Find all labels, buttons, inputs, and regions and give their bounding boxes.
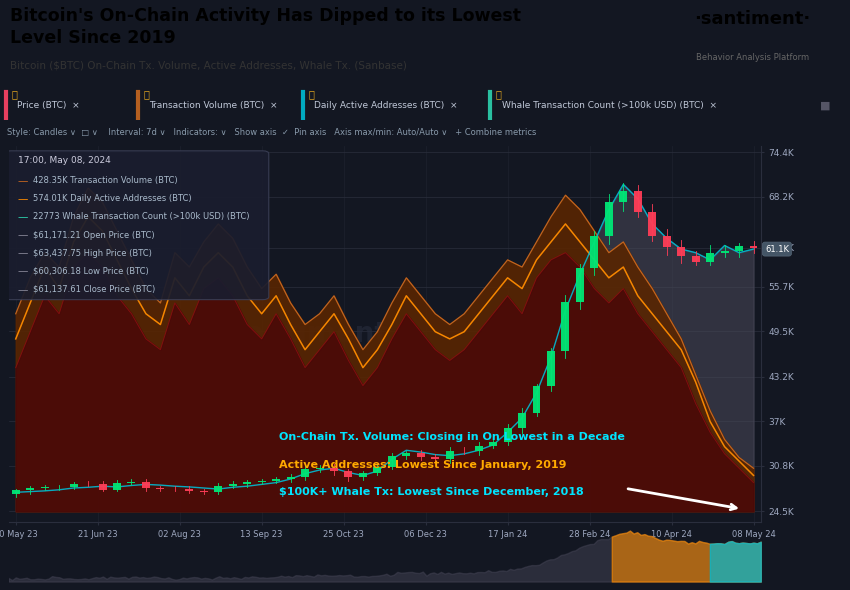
Text: Price (BTC)  ×: Price (BTC) ×	[17, 101, 80, 110]
Bar	[445, 451, 454, 458]
Text: Behavior Analysis Platform: Behavior Analysis Platform	[695, 53, 809, 62]
Bar	[663, 236, 671, 247]
Text: santiment: santiment	[230, 320, 388, 348]
Text: 22773 Whale Transaction Count (>100k USD) (BTC): 22773 Whale Transaction Count (>100k USD…	[32, 212, 249, 221]
Bar	[12, 490, 20, 494]
Bar	[272, 479, 280, 481]
Bar	[243, 481, 251, 484]
Text: ₿: ₿	[309, 90, 314, 100]
Bar	[503, 428, 512, 442]
Text: On-Chain Tx. Volume: Closing in On Lowest in a Decade: On-Chain Tx. Volume: Closing in On Lowes…	[280, 432, 626, 442]
FancyBboxPatch shape	[5, 151, 269, 300]
Bar	[344, 471, 353, 477]
Bar	[533, 386, 541, 412]
Bar	[576, 268, 584, 302]
Text: Bitcoin's On-Chain Activity Has Dipped to its Lowest
Level Since 2019: Bitcoin's On-Chain Activity Has Dipped t…	[10, 7, 521, 47]
Bar	[26, 489, 34, 490]
Text: $61,137.61 Close Price (BTC): $61,137.61 Close Price (BTC)	[32, 284, 155, 294]
Text: ■: ■	[820, 100, 830, 110]
Text: 17:00, May 08, 2024: 17:00, May 08, 2024	[18, 156, 110, 165]
Bar	[142, 482, 150, 488]
Bar	[185, 489, 193, 491]
Text: 428.35K Transaction Volume (BTC): 428.35K Transaction Volume (BTC)	[32, 176, 177, 185]
Bar	[591, 235, 598, 268]
Text: 61.1K: 61.1K	[765, 245, 789, 254]
Bar	[518, 412, 526, 428]
Bar	[229, 484, 236, 486]
Bar	[706, 253, 714, 262]
Text: —: —	[18, 284, 28, 294]
Bar	[373, 467, 382, 473]
Bar	[41, 487, 48, 489]
Bar	[620, 191, 627, 202]
Bar	[113, 483, 121, 490]
Text: $61,171.21 Open Price (BTC): $61,171.21 Open Price (BTC)	[32, 231, 154, 240]
Bar	[286, 477, 295, 479]
Bar	[605, 202, 613, 235]
Text: $60,306.18 Low Price (BTC): $60,306.18 Low Price (BTC)	[32, 267, 148, 276]
Bar	[677, 247, 685, 255]
Bar	[315, 468, 324, 469]
Bar	[301, 469, 309, 477]
Bar	[431, 457, 439, 458]
Bar	[474, 446, 483, 451]
Bar	[388, 455, 396, 467]
Text: ₿: ₿	[496, 90, 502, 100]
Bar	[692, 255, 700, 262]
Bar	[402, 453, 411, 455]
Bar	[99, 484, 106, 490]
Text: —: —	[18, 231, 28, 241]
Text: —: —	[18, 267, 28, 277]
Bar	[359, 473, 367, 477]
Text: —: —	[18, 176, 28, 186]
Bar	[721, 251, 728, 253]
Bar	[547, 350, 555, 386]
Text: $100K+ Whale Tx: Lowest Since December, 2018: $100K+ Whale Tx: Lowest Since December, …	[280, 487, 584, 497]
Bar	[214, 486, 222, 491]
Text: Bitcoin ($BTC) On-Chain Tx. Volume, Active Addresses, Whale Tx. (Sanbase): Bitcoin ($BTC) On-Chain Tx. Volume, Acti…	[10, 60, 407, 70]
Text: Transaction Volume (BTC)  ×: Transaction Volume (BTC) ×	[149, 101, 277, 110]
Text: 574.01K Daily Active Addresses (BTC): 574.01K Daily Active Addresses (BTC)	[32, 195, 191, 204]
Text: —: —	[18, 248, 28, 258]
Bar	[70, 484, 77, 487]
Bar	[128, 482, 135, 483]
Text: Active Addresses: Lowest Since January, 2019: Active Addresses: Lowest Since January, …	[280, 460, 567, 470]
Bar	[489, 442, 497, 446]
Bar	[735, 247, 743, 251]
Bar	[330, 468, 338, 471]
Text: ₿: ₿	[144, 90, 149, 100]
Text: Style: Candles ∨  □ ∨    Interval: 7d ∨   Indicators: ∨   Show axis  ✓  Pin axis: Style: Candles ∨ □ ∨ Interval: 7d ∨ Indi…	[7, 128, 536, 137]
Text: $63,437.75 High Price (BTC): $63,437.75 High Price (BTC)	[32, 248, 151, 258]
Bar	[416, 453, 425, 457]
Text: Daily Active Addresses (BTC)  ×: Daily Active Addresses (BTC) ×	[314, 101, 458, 110]
Text: Whale Transaction Count (>100k USD) (BTC)  ×: Whale Transaction Count (>100k USD) (BTC…	[502, 101, 717, 110]
Bar	[649, 212, 656, 236]
Text: ₿: ₿	[12, 90, 17, 100]
Text: —: —	[18, 195, 28, 204]
Text: ·santiment·: ·santiment·	[694, 10, 810, 28]
Bar	[750, 247, 757, 248]
Bar	[562, 302, 570, 350]
Text: —: —	[18, 212, 28, 222]
Bar	[634, 191, 642, 212]
